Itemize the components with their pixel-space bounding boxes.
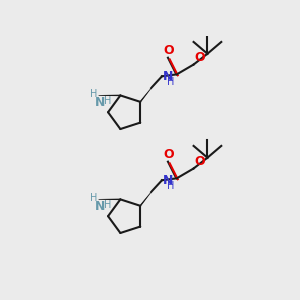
Text: H: H [104,200,111,210]
Text: H: H [167,77,175,88]
Text: N: N [94,96,105,109]
Polygon shape [99,199,120,200]
Text: H: H [104,96,111,106]
Text: O: O [194,51,205,64]
Text: O: O [194,155,205,168]
Text: O: O [164,148,174,161]
Polygon shape [99,95,120,96]
Polygon shape [140,192,151,206]
Text: N: N [94,200,105,213]
Text: O: O [164,44,174,58]
Text: H: H [90,193,98,202]
Text: H: H [167,182,175,191]
Polygon shape [140,88,151,102]
Text: N: N [163,70,173,83]
Text: N: N [163,174,173,187]
Text: H: H [90,88,98,99]
